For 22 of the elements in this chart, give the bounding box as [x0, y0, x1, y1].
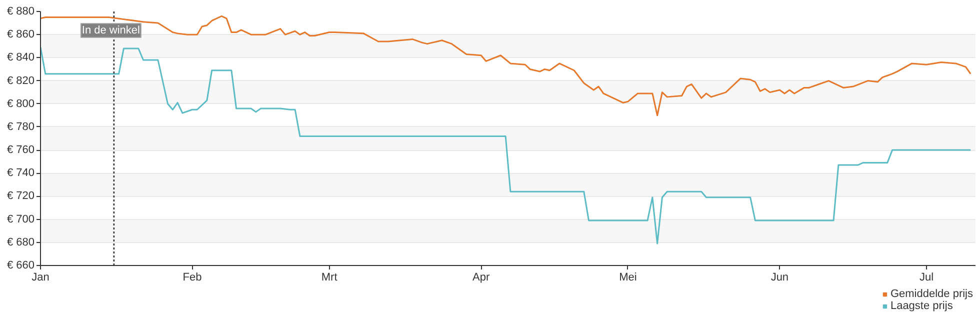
y-tick-label: € 860 [6, 28, 35, 41]
y-tick-label: € 800 [6, 98, 35, 110]
y-tick-label: € 720 [6, 190, 35, 202]
y-tick-label: € 740 [6, 167, 35, 180]
y-tick-label: € 880 [6, 6, 35, 18]
y-tick-label: € 700 [6, 213, 35, 226]
x-tick-label: Jul [920, 272, 934, 284]
x-tick-label: Jan [32, 272, 50, 284]
y-tick-label: € 840 [6, 52, 35, 64]
y-tick-label: € 780 [6, 120, 35, 133]
legend-label: Laagste prijs [890, 300, 953, 312]
x-tick-label: Mrt [321, 272, 338, 284]
legend-label: Gemiddelde prijs [890, 288, 973, 300]
x-tick-label: Mei [619, 272, 637, 284]
x-tick-label: Feb [182, 272, 202, 284]
x-tick-label: Jun [770, 272, 789, 284]
ref-line-label: In de winkel [82, 24, 140, 36]
x-tick-label: Apr [472, 272, 490, 284]
y-tick-label: € 660 [6, 260, 35, 272]
y-tick-label: € 820 [6, 74, 35, 87]
y-tick-label: € 680 [6, 236, 35, 248]
y-tick-label: € 760 [6, 144, 35, 156]
